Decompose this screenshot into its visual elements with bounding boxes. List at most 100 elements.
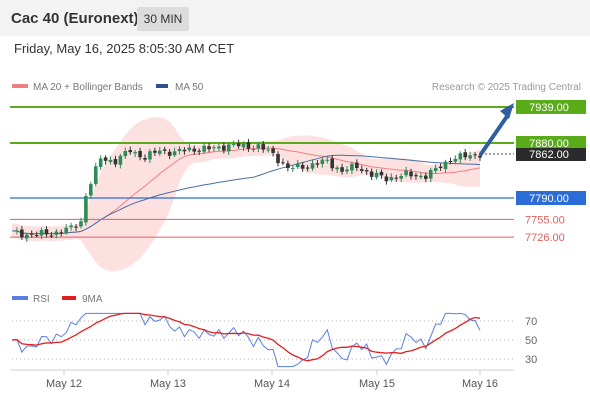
candle-body: [330, 158, 335, 169]
candle-body: [379, 171, 384, 176]
candle-body: [281, 162, 285, 164]
candle-body: [49, 235, 54, 237]
candle-body: [325, 159, 330, 161]
x-tick-label-0: May 12: [46, 378, 82, 390]
candle-body: [424, 175, 428, 179]
candle-body: [315, 163, 320, 165]
legend-ma20-label: MA 20 + Bollinger Bands: [33, 82, 143, 93]
candle-body: [15, 230, 19, 232]
candle-body: [310, 163, 315, 169]
candle-body: [414, 175, 418, 177]
x-tick-label-3: May 15: [359, 378, 395, 390]
candle-body: [261, 144, 266, 150]
rsi-panel: 70 50 30: [11, 312, 537, 368]
candle-body: [128, 150, 133, 153]
candle-body: [433, 167, 438, 171]
candle-body: [246, 142, 251, 149]
candle-body: [266, 149, 270, 151]
candle-body: [197, 150, 201, 152]
candle-body: [157, 150, 162, 154]
candle-body: [438, 166, 443, 169]
ma50-line: [11, 154, 481, 235]
candle-body: [359, 169, 364, 171]
rsi-tick-label-1: 50: [525, 335, 537, 347]
legend-9ma-swatch: [62, 296, 76, 300]
candle-body: [355, 162, 359, 168]
candle-body: [428, 169, 433, 179]
watermark: Research © 2025 Trading Central: [432, 82, 581, 93]
chart-datetime: Friday, May 16, 2025 8:05:30 AM CET: [14, 41, 235, 56]
candle-body: [64, 227, 68, 233]
candle-body: [98, 158, 103, 167]
candle-body: [305, 167, 310, 169]
candle-body: [192, 148, 197, 152]
legend-9ma-label: 9MA: [82, 294, 103, 305]
candle-body: [295, 163, 300, 167]
candle-body: [241, 143, 246, 148]
candle-body: [172, 151, 177, 156]
candle-body: [177, 148, 182, 152]
candle-body: [167, 151, 172, 156]
candle-body: [389, 177, 394, 181]
level-label-2: 7790.00: [529, 193, 569, 205]
candle-body: [409, 171, 413, 177]
candle-body: [133, 152, 137, 154]
candle-body: [369, 171, 374, 177]
moving-averages: [11, 147, 481, 235]
candle-body: [345, 169, 349, 172]
candle-body: [478, 155, 482, 158]
candle-body: [291, 167, 295, 169]
legend-ma20-swatch: [12, 84, 28, 88]
candle-body: [202, 145, 206, 152]
rsi-tick-label-2: 30: [525, 354, 537, 366]
candle-body: [399, 176, 403, 179]
candle-body: [29, 233, 34, 235]
candle-body: [419, 175, 423, 178]
last-price-label: 7862.00: [529, 149, 569, 161]
candle-body: [404, 170, 408, 176]
level-label-1: 7880.00: [529, 138, 569, 150]
candle-body: [271, 148, 275, 153]
level-badge-0: [516, 99, 586, 114]
candle-body: [89, 184, 93, 196]
candle-body: [458, 153, 463, 160]
candle-body: [394, 177, 399, 179]
rsi-line: [11, 312, 481, 368]
target-arrow-head: [500, 102, 514, 119]
x-tick-label-4: May 16: [462, 378, 498, 390]
candle-body: [364, 170, 369, 172]
candle-body: [251, 149, 256, 151]
candlesticks: [15, 139, 482, 243]
candle-body: [182, 149, 187, 152]
candle-body: [143, 157, 147, 160]
level-badge-1: [516, 136, 586, 150]
candle-body: [340, 167, 344, 172]
candle-body: [443, 161, 448, 170]
x-tick-label-1: May 13: [150, 378, 186, 390]
candle-body: [320, 159, 325, 164]
candle-body: [448, 161, 453, 163]
candle-body: [276, 154, 280, 164]
rsi-9ma-line: [11, 312, 481, 362]
target-arrow: [479, 112, 510, 156]
candle-body: [236, 143, 241, 147]
candle-body: [217, 146, 221, 149]
candle-body: [207, 146, 211, 150]
candle-body: [212, 147, 216, 149]
candle-body: [79, 221, 83, 227]
candle-body: [256, 144, 261, 149]
candle-body: [84, 196, 88, 223]
level-label-3: 7755.00: [525, 214, 565, 226]
candle-body: [300, 164, 305, 169]
legend-ma50-swatch: [156, 84, 168, 88]
candle-body: [374, 172, 379, 178]
chart-header: Cac 40 (Euronext) 30 MIN: [0, 0, 590, 36]
timeframe-button[interactable]: 30 MIN: [137, 7, 189, 31]
candle-body: [113, 159, 118, 165]
candle-body: [103, 157, 108, 161]
candle-body: [69, 225, 73, 228]
last-price-badge: [516, 148, 586, 161]
candle-body: [286, 163, 290, 169]
candle-body: [350, 163, 354, 171]
